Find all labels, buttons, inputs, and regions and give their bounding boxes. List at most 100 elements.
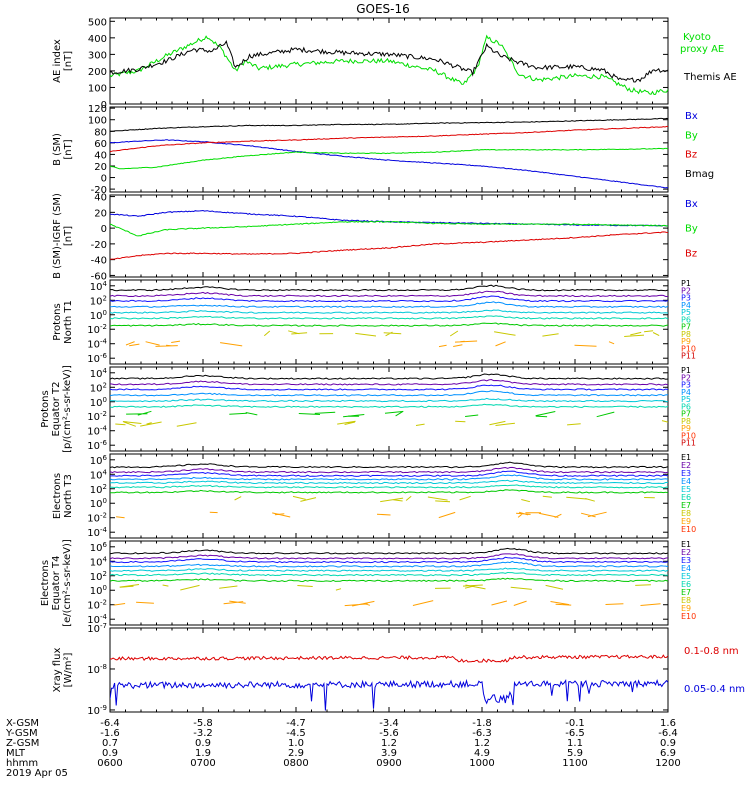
y-axis-label: Protons [52, 303, 63, 340]
y-axis-label: Xray flux [52, 648, 63, 693]
legend-entry: P5 [681, 308, 691, 317]
legend-entry: E8 [681, 509, 691, 518]
y-tick-label: -40 [91, 256, 107, 267]
legend-entry: P8 [681, 330, 691, 339]
ephemeris-value: 1.1 [567, 738, 583, 749]
ephemeris-value: 0.7 [102, 738, 118, 749]
ephemeris-value: 2.9 [288, 748, 304, 759]
ephemeris-value: -6.3 [472, 728, 492, 739]
series-line [110, 654, 668, 663]
series-line [110, 40, 668, 83]
y-tick-label: 400 [88, 34, 107, 45]
ephemeris-value: 0700 [190, 758, 215, 769]
panel-frame [109, 279, 669, 365]
flux-channel-line [234, 495, 655, 503]
y-tick-label: 10-4 [87, 338, 107, 351]
legend-entry: P9 [681, 424, 691, 433]
legend-entry: E3 [681, 469, 691, 478]
legend-entry: P4 [681, 301, 691, 310]
y-tick-label: 10-2 [87, 410, 107, 423]
plot-area [110, 284, 668, 348]
y-tick-label: 102 [90, 483, 107, 496]
legend-entry: P1 [681, 279, 691, 288]
plot-area [110, 654, 668, 711]
legend-entry: P6 [681, 402, 691, 411]
legend-entry: Kyoto [683, 32, 711, 43]
flux-channel-line [110, 309, 668, 314]
flux-channel-line [110, 390, 668, 397]
y-tick-label: 500 [88, 17, 107, 28]
ephemeris-value: -4.5 [286, 728, 306, 739]
ephemeris-value: 1.0 [288, 738, 304, 749]
legend-entry: P8 [681, 417, 691, 426]
ephemeris-value: 0.9 [195, 738, 211, 749]
legend-entry: P2 [681, 373, 691, 382]
y-tick-label: 40 [94, 150, 107, 161]
y-tick-label: -60 [91, 271, 107, 282]
y-tick-label: 40 [94, 193, 107, 204]
figure-title: GOES-16 [356, 2, 410, 16]
ephemeris-row-label: MLT [6, 748, 26, 759]
ephemeris-value: 1.9 [195, 748, 211, 759]
flux-channel-line [110, 556, 668, 564]
legend: Bx By Bz [685, 199, 698, 259]
legend-entry: E6 [681, 580, 691, 589]
y-axis-label: Electrons [52, 473, 63, 519]
ephemeris-value: 0900 [376, 758, 401, 769]
flux-channel-line [110, 553, 668, 560]
legend: Bx By Bz Bmag [685, 111, 714, 180]
plot-area [110, 209, 668, 260]
ephemeris-value: -1.6 [100, 728, 120, 739]
legend-entry: Bx [685, 111, 698, 122]
y-tick-label: 100 [88, 116, 107, 127]
panel-frame [109, 366, 669, 452]
legend-entry: P6 [681, 315, 691, 324]
y-axis-label: Equator T4 [51, 556, 62, 611]
panel-bres: 40 20 0 -20 -40 -60 B (SM)-IGRF (SM) [nT] Bx By Bz [52, 193, 698, 283]
y-tick-label: 10-4 [87, 613, 107, 626]
y-axis-label: [nT] [63, 139, 74, 159]
panel-frame [109, 627, 669, 713]
ephemeris-value: 0.9 [102, 748, 118, 759]
legend-entry: By [685, 130, 698, 141]
legend-entry: 0.1-0.8 nm [684, 646, 739, 657]
legend-entry: P2 [681, 286, 691, 295]
legend: 0.1-0.8 nm 0.05-0.4 nm [684, 646, 745, 695]
ephemeris-value: 4.9 [474, 748, 490, 759]
legend-entry: P10 [681, 431, 696, 440]
y-tick-label: 0 [101, 224, 107, 235]
y-tick-label: 100 [90, 584, 107, 597]
panel-frame [109, 194, 669, 278]
series-line [110, 139, 668, 189]
flux-channel-line [115, 420, 668, 427]
flux-channel-line [110, 397, 668, 403]
legend-entry: P9 [681, 337, 691, 346]
ephemeris-value: -6.5 [565, 728, 585, 739]
flux-channel-line [110, 384, 668, 391]
y-tick-label: 106 [90, 454, 108, 467]
flux-channel-line [113, 600, 661, 607]
ephemeris-value: -3.2 [193, 728, 213, 739]
plot-area [110, 547, 668, 607]
legend-entry: Themis AE [683, 72, 737, 83]
flux-channel-line [110, 484, 668, 489]
legend-entry: Bmag [685, 169, 714, 180]
ephemeris-value: -6.4 [658, 728, 678, 739]
y-tick-label: 102 [90, 381, 107, 394]
flux-channel-line [110, 403, 668, 409]
legend-entry: E1 [681, 540, 691, 549]
y-axis-label: [nT] [63, 226, 74, 246]
legend-entry: E3 [681, 556, 691, 565]
y-tick-label: 10-9 [87, 704, 107, 717]
y-tick-label: 10-8 [87, 663, 107, 676]
ephemeris-value: -5.8 [193, 718, 213, 729]
ephemeris-value: -0.1 [565, 718, 585, 729]
flux-channel-line [116, 511, 607, 519]
legend-entry: E9 [681, 517, 691, 526]
y-tick-label: 10-4 [87, 425, 107, 438]
